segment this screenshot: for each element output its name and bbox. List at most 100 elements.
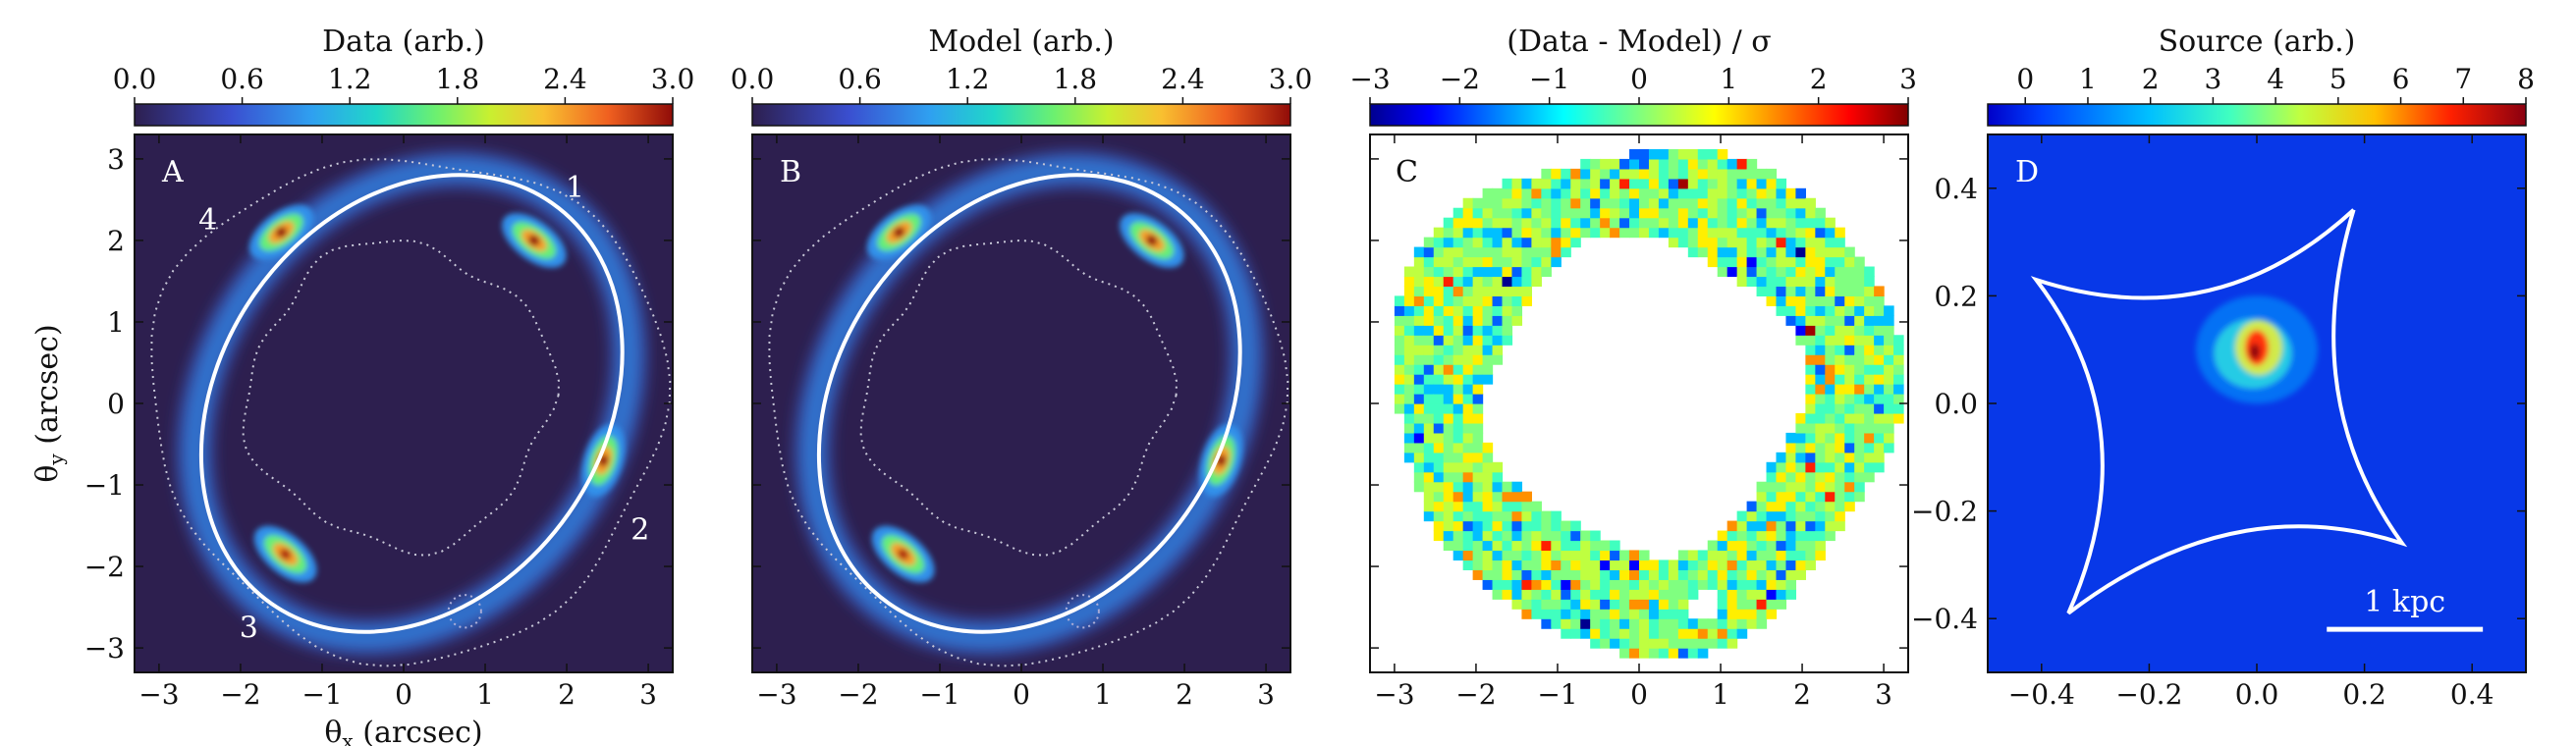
x-tick-label: −0.4	[2008, 678, 2075, 711]
residual-pixel	[1580, 560, 1591, 570]
residual-pixel	[1815, 266, 1826, 278]
residual-pixel	[1815, 286, 1826, 296]
residual-pixel	[1600, 618, 1611, 629]
residual-pixel	[1394, 374, 1405, 385]
residual-pixel	[1805, 394, 1816, 404]
y-tick-label: 0	[107, 388, 125, 420]
residual-pixel	[1443, 442, 1454, 453]
residual-pixel	[1423, 325, 1435, 336]
residual-pixel	[1854, 256, 1865, 268]
x-tick-label: 0.0	[2235, 678, 2279, 711]
panel-d-axis-ticks: −0.4 −0.2 0.0 0.2 0.4 −0.4 −0.2 0.0 0.2 0.4	[1911, 134, 2526, 711]
residual-pixel	[1864, 384, 1875, 395]
residual-pixel	[1648, 187, 1660, 199]
residual-pixel	[1864, 403, 1875, 414]
colorbar-b	[751, 103, 1291, 127]
residual-pixel	[1874, 412, 1885, 424]
residual-pixel	[1756, 579, 1768, 590]
residual-pixel	[1805, 246, 1816, 258]
residual-pixel	[1687, 579, 1699, 590]
residual-pixel	[1452, 442, 1464, 453]
residual-pixel	[1717, 256, 1728, 268]
residual-pixel	[1423, 305, 1435, 316]
x-tick-label: 0	[1630, 678, 1648, 711]
residual-pixel	[1570, 589, 1581, 600]
residual-pixel	[1403, 335, 1415, 346]
colorbar-d	[1987, 103, 2527, 127]
residual-pixel	[1668, 599, 1679, 610]
image-label: 1	[566, 171, 584, 205]
residual-pixel	[1844, 354, 1855, 365]
residual-pixel	[1795, 491, 1806, 503]
residual-pixel	[1452, 276, 1464, 288]
residual-pixel	[1736, 256, 1748, 268]
residual-pixel	[1531, 276, 1542, 288]
colorbar-a-ticks: 0.0 0.6 1.2 1.8 2.4 3.0	[113, 63, 694, 104]
residual-pixel	[1619, 648, 1630, 659]
residual-pixel	[1825, 276, 1836, 288]
residual-pixel	[1452, 550, 1464, 561]
residual-pixel	[1658, 589, 1670, 600]
residual-pixel	[1746, 501, 1758, 512]
residual-pixel	[1462, 266, 1474, 278]
residual-pixel	[1677, 560, 1689, 570]
residual-pixel	[1687, 589, 1699, 600]
residual-pixel	[1726, 628, 1738, 639]
residual-pixel	[1590, 550, 1601, 561]
residual-pixel	[1648, 648, 1660, 659]
residual-pixel	[1570, 520, 1581, 532]
residual-pixel	[1541, 618, 1552, 629]
x-tick-label: −1	[301, 678, 342, 711]
residual-pixel	[1570, 599, 1581, 610]
residual-pixel	[1687, 158, 1699, 170]
residual-pixel	[1756, 217, 1768, 229]
residual-pixel	[1482, 560, 1494, 570]
residual-pixel	[1433, 276, 1445, 288]
residual-pixel	[1413, 403, 1425, 414]
residual-pixel	[1835, 491, 1845, 503]
residual-pixel	[1482, 491, 1494, 503]
residual-pixel	[1795, 442, 1806, 453]
residual-pixel	[1394, 403, 1405, 414]
residual-pixel	[1639, 168, 1650, 180]
residual-pixel	[1472, 530, 1484, 542]
residual-pixel	[1541, 589, 1552, 600]
residual-pixel	[1658, 207, 1670, 219]
x-tick-label: −3	[138, 678, 179, 711]
residual-pixel	[1677, 618, 1689, 629]
panel-a-axis-ticks: −3 −2 −1 0 1 2 3 −3 −2 −1 0 1 2 3	[84, 134, 673, 711]
mask-outer-contour	[150, 158, 672, 667]
residual-pixel	[1492, 481, 1504, 493]
residual-pixel	[1717, 599, 1728, 610]
residual-pixel	[1521, 276, 1532, 288]
residual-pixel	[1551, 256, 1562, 268]
residual-pixel	[1874, 364, 1885, 375]
residual-pixel	[1726, 520, 1738, 532]
residual-pixel	[1874, 403, 1885, 414]
residual-pixel	[1433, 471, 1445, 483]
residual-pixel	[1511, 227, 1523, 239]
residual-pixel	[1815, 510, 1826, 522]
residual-pixel	[1648, 168, 1660, 180]
residual-pixel	[1502, 276, 1513, 288]
residual-pixel	[1462, 246, 1474, 258]
residual-pixel	[1815, 256, 1826, 268]
panel-letter-a: A	[161, 155, 184, 189]
residual-pixel	[1600, 187, 1611, 199]
residual-pixel	[1707, 227, 1719, 239]
residual-pixel	[1561, 168, 1571, 180]
residual-pixel	[1629, 178, 1640, 189]
residual-pixel	[1756, 168, 1768, 180]
residual-pixel	[1717, 187, 1728, 199]
residual-pixel	[1844, 374, 1855, 385]
residual-pixel	[1736, 178, 1748, 189]
residual-pixel	[1541, 530, 1552, 542]
residual-pixel	[1472, 481, 1484, 493]
residual-pixel	[1502, 530, 1513, 542]
residual-pixel	[1561, 207, 1571, 219]
residual-pixel	[1462, 520, 1474, 532]
residual-pixel	[1423, 501, 1435, 512]
residual-pixel	[1580, 197, 1591, 209]
residual-pixel	[1874, 374, 1885, 385]
residual-pixel	[1687, 178, 1699, 189]
